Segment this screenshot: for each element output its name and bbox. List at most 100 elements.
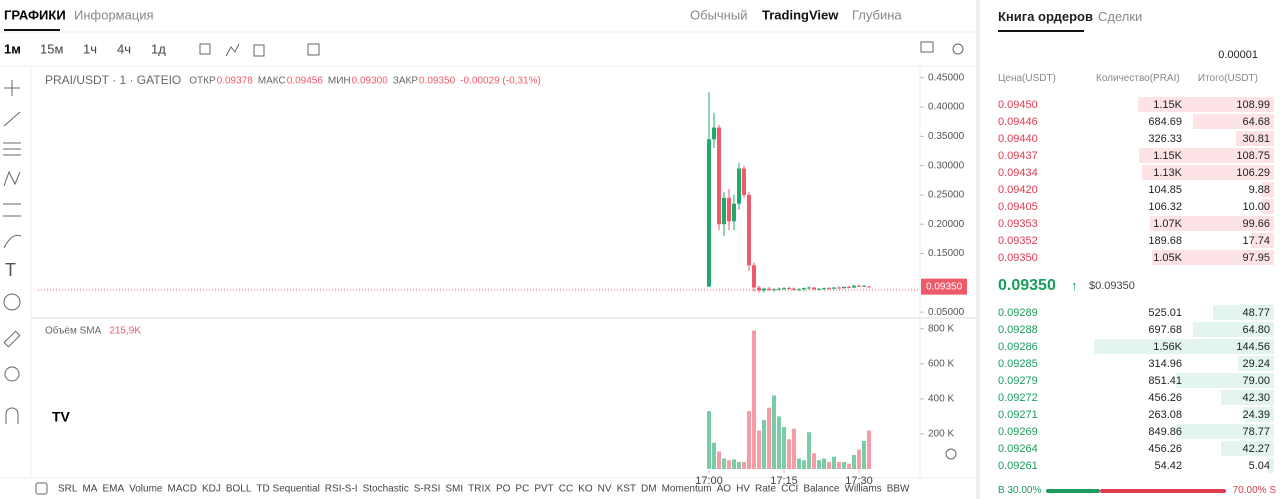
total: 64.80 bbox=[1242, 324, 1270, 336]
indicator[interactable]: Stochastic bbox=[363, 484, 409, 495]
volume-bar bbox=[767, 407, 771, 469]
indicator[interactable]: AO bbox=[717, 484, 732, 495]
indicator[interactable]: TD Sequential bbox=[256, 484, 319, 495]
indicator[interactable]: Momentum bbox=[662, 484, 712, 495]
v-tick-label: 200 K bbox=[928, 429, 954, 440]
y-tick-label: 0.25000 bbox=[928, 190, 965, 201]
tool-icons bbox=[3, 41, 964, 460]
interval[interactable]: 1д bbox=[151, 41, 166, 56]
last-price: 0.09350 bbox=[998, 277, 1056, 294]
indicator[interactable]: MACD bbox=[167, 484, 196, 495]
interval[interactable]: 15м bbox=[40, 41, 63, 56]
candle-body bbox=[782, 288, 786, 290]
candle-body bbox=[822, 288, 826, 290]
total: 108.75 bbox=[1236, 150, 1270, 162]
price: 0.09269 bbox=[998, 426, 1038, 438]
interval[interactable]: 1м bbox=[4, 41, 21, 56]
indicator[interactable]: NV bbox=[598, 484, 612, 495]
depth-bar bbox=[1149, 216, 1274, 231]
indicator[interactable]: Rate bbox=[755, 484, 777, 495]
total: 144.56 bbox=[1236, 341, 1270, 353]
indicator[interactable]: DM bbox=[641, 484, 657, 495]
quantity: 104.85 bbox=[1148, 184, 1182, 196]
quantity: 1.13K bbox=[1153, 167, 1182, 179]
quantity: 456.26 bbox=[1148, 443, 1182, 455]
indicator[interactable]: RSI-S-I bbox=[325, 484, 358, 495]
indicator[interactable]: KST bbox=[617, 484, 636, 495]
candle-body bbox=[707, 139, 711, 287]
tab[interactable]: ГРАФИКИ bbox=[4, 7, 66, 22]
candle-body bbox=[837, 287, 841, 289]
ob-tab[interactable]: Сделки bbox=[1098, 9, 1143, 24]
indicator[interactable]: KO bbox=[578, 484, 593, 495]
depth-bar bbox=[1261, 182, 1274, 197]
indicator[interactable]: MA bbox=[82, 484, 97, 495]
indicator[interactable]: CCI bbox=[781, 484, 798, 495]
total: 42.27 bbox=[1242, 443, 1270, 455]
arrow: ↑ bbox=[1071, 278, 1078, 293]
candle-body bbox=[857, 285, 861, 287]
view-tab[interactable]: Глубина bbox=[852, 7, 902, 22]
indicator[interactable]: Volume bbox=[129, 484, 163, 495]
depth-bar bbox=[1261, 199, 1274, 214]
indicator[interactable]: EMA bbox=[102, 484, 124, 495]
total: 78.77 bbox=[1242, 426, 1270, 438]
volume-bar bbox=[787, 439, 791, 469]
price: 0.09264 bbox=[998, 443, 1038, 455]
total: 24.39 bbox=[1242, 409, 1270, 421]
candle-body bbox=[722, 197, 726, 225]
total: 108.99 bbox=[1236, 99, 1270, 111]
last-price-label: 0.09350 bbox=[926, 281, 963, 292]
indicator[interactable]: BOLL bbox=[226, 484, 252, 495]
interval[interactable]: 4ч bbox=[117, 41, 131, 56]
indicator[interactable]: Williams bbox=[844, 484, 881, 495]
indicator[interactable]: PVT bbox=[534, 484, 553, 495]
ob-tab[interactable]: Книга ордеров bbox=[998, 9, 1093, 24]
indicator[interactable]: TRIX bbox=[468, 484, 491, 495]
price: 0.09353 bbox=[998, 218, 1038, 230]
candle-body bbox=[747, 194, 751, 266]
indicator[interactable]: SRL bbox=[58, 484, 78, 495]
candle-body bbox=[842, 286, 846, 289]
interval[interactable]: 1ч bbox=[83, 41, 97, 56]
candle-body bbox=[807, 287, 811, 289]
indicator[interactable]: KDJ bbox=[202, 484, 221, 495]
volume-bar bbox=[732, 459, 736, 469]
depth-bar bbox=[1175, 373, 1274, 388]
volume-bar bbox=[842, 461, 846, 469]
legend-key: МАКС bbox=[258, 76, 286, 87]
candle-body bbox=[717, 127, 721, 225]
tab[interactable]: Информация bbox=[74, 7, 154, 22]
price: 0.09288 bbox=[998, 324, 1038, 336]
view-tab[interactable]: Обычный bbox=[690, 7, 747, 22]
indicator[interactable]: CC bbox=[559, 484, 573, 495]
depth-bar bbox=[1267, 458, 1274, 473]
indicator[interactable]: PO bbox=[496, 484, 511, 495]
volume-bar bbox=[757, 430, 761, 469]
indicator[interactable]: S-RSI bbox=[414, 484, 441, 495]
depth-bar bbox=[1251, 233, 1274, 248]
volume-bar bbox=[747, 411, 751, 469]
candle-body bbox=[772, 289, 776, 291]
quantity: 1.56K bbox=[1153, 341, 1182, 353]
quantity: 1.05K bbox=[1153, 252, 1182, 264]
total: 99.66 bbox=[1242, 218, 1270, 230]
y-tick-label: 0.45000 bbox=[928, 72, 965, 83]
volume-bar bbox=[817, 460, 821, 469]
step[interactable]: 0.00001 bbox=[1218, 49, 1258, 61]
indicator[interactable]: PC bbox=[515, 484, 529, 495]
indicator[interactable]: HV bbox=[736, 484, 750, 495]
candle-body bbox=[777, 288, 781, 290]
candle-body bbox=[787, 288, 791, 290]
view-tab[interactable]: TradingView bbox=[762, 7, 839, 22]
legend-key: ЗАКР bbox=[393, 76, 419, 87]
quantity: 189.68 bbox=[1148, 235, 1182, 247]
volume-bar bbox=[722, 458, 726, 469]
indicator[interactable]: Balance bbox=[803, 484, 840, 495]
indicator[interactable]: BBW bbox=[887, 484, 910, 495]
total: 9.88 bbox=[1248, 184, 1270, 196]
indicator[interactable]: SMI bbox=[445, 484, 463, 495]
depth-bar bbox=[1221, 390, 1274, 405]
total: 79.00 bbox=[1242, 375, 1270, 387]
